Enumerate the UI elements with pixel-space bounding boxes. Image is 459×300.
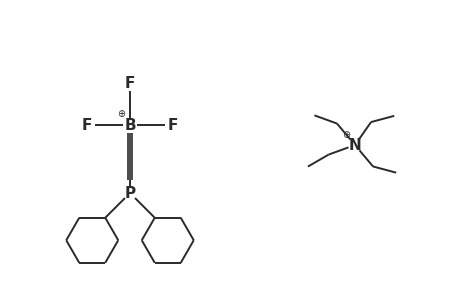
- Text: F: F: [124, 76, 135, 91]
- Text: B: B: [124, 118, 135, 133]
- Text: F: F: [168, 118, 178, 133]
- Text: N: N: [348, 137, 361, 152]
- Text: P: P: [124, 185, 135, 200]
- Text: ⊕: ⊕: [117, 109, 125, 119]
- Text: ⊕: ⊕: [341, 130, 349, 140]
- Text: F: F: [82, 118, 92, 133]
